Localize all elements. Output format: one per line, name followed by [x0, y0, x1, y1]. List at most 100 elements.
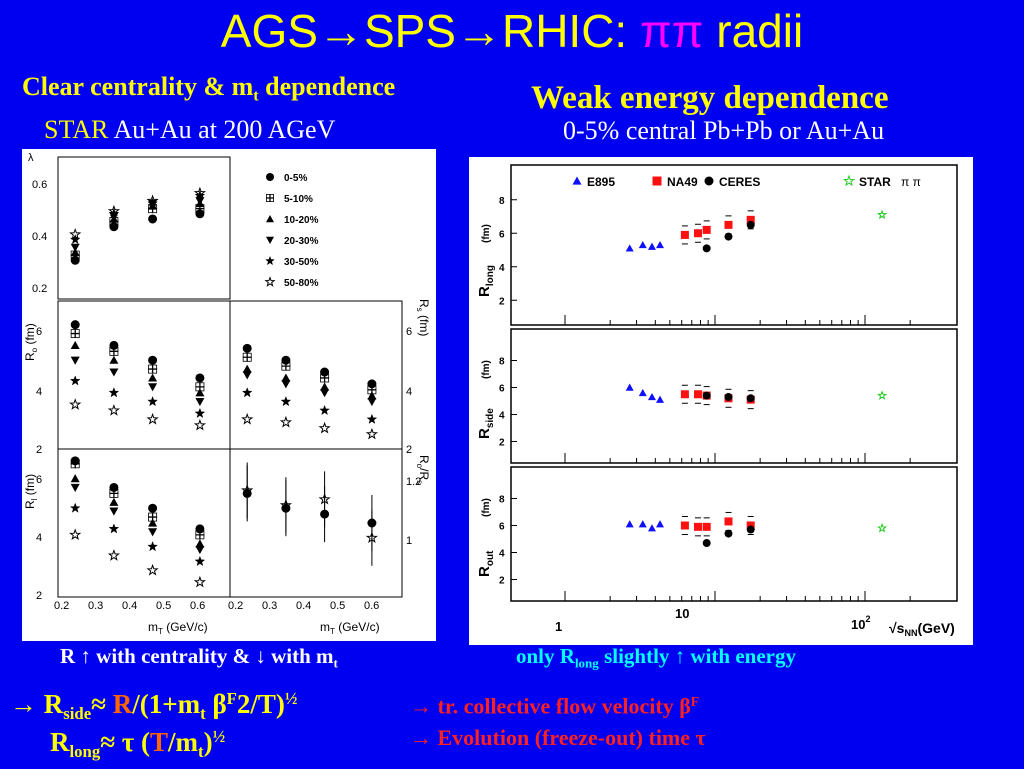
point-3050-1-0 — [69, 375, 81, 386]
point-510-2-0-box — [242, 352, 252, 362]
rtick-1-8: 8 — [499, 357, 505, 368]
point-3050-2-2 — [319, 404, 331, 416]
legend-label-2: 10-20% — [284, 215, 319, 226]
energy-data-marks — [625, 209, 888, 548]
legend-label-3: 20-30% — [284, 236, 319, 247]
point-NA49-2-4 — [746, 521, 755, 530]
ro-tick-1: 6 — [36, 326, 42, 338]
point-2030-3-3 — [195, 546, 205, 555]
rl-axis-label: Rl (fm) — [23, 474, 39, 509]
experiment-legend: E895 NA49 CERES STAR π π — [572, 174, 921, 189]
point-NA49-0-3 — [724, 220, 733, 229]
point-5080-4-1 — [279, 498, 292, 511]
point-510-3-0 — [70, 459, 80, 469]
point-1020-2-3 — [367, 391, 377, 400]
point-5080-1-2 — [146, 412, 159, 425]
rtick-1-4: 4 — [499, 411, 505, 422]
rtick-2-2: 2 — [499, 576, 505, 587]
point-CERES-1-1 — [724, 392, 733, 401]
xtick-r-3: 0.4 — [296, 600, 311, 612]
lambda-tick-1: 0.6 — [32, 179, 47, 191]
title-pi: ππ — [640, 5, 704, 57]
point-STAR-1-0 — [876, 390, 888, 400]
point-2030-1-2 — [148, 383, 158, 392]
rtick-0-8: 8 — [499, 196, 505, 207]
legend-marker-0 — [266, 173, 274, 181]
left-caption: R ↑ with centrality & ↓ with mt — [60, 644, 338, 671]
point-CERES-0-0 — [702, 244, 711, 253]
xtick-1: 1 — [555, 619, 562, 634]
point-5080-3-3 — [193, 575, 207, 588]
point-05-3-2 — [148, 503, 158, 513]
point-510-3-1-box — [109, 488, 119, 498]
point-5080-4-0 — [241, 484, 254, 496]
point-5080-4-3 — [365, 531, 379, 544]
point-510-1-1 — [109, 346, 119, 356]
point-510-3-0-box — [70, 459, 80, 469]
left-subheading: STAR Au+Au at 200 AGeV — [44, 115, 336, 144]
lambda-frame — [57, 156, 231, 300]
point-510-1-2-box — [148, 364, 158, 374]
time-note: → Evolution (freeze-out) time τ — [410, 725, 706, 750]
legend-label-NA49: NA49 — [667, 175, 698, 189]
legend-marker-2 — [266, 215, 274, 223]
xtick-r-4: 0.5 — [330, 600, 345, 612]
point-NA49-0-4 — [746, 215, 755, 224]
point-510-1-0-box — [70, 329, 80, 339]
xtick-l-3: 0.4 — [122, 600, 137, 612]
point-3050-1-2 — [147, 395, 158, 407]
point-CERES-2-0 — [702, 539, 711, 548]
point-1020-0-0 — [70, 248, 80, 257]
rout-unit: (fm) — [481, 498, 492, 517]
ro-tick-2: 4 — [36, 386, 42, 398]
point-2030-3-2 — [148, 528, 158, 537]
point-CERES-2-2 — [746, 525, 755, 534]
legend-marker-5 — [264, 276, 276, 287]
xtick-l-5: 0.6 — [190, 600, 205, 612]
point-1020-3-3 — [195, 539, 205, 548]
legend-label-CERES: CERES — [719, 175, 760, 189]
point-5080-2-2 — [318, 421, 331, 434]
point-NA49-1-1 — [693, 390, 702, 399]
lambda-tick-2: 0.4 — [32, 231, 47, 243]
legend-marker-3 — [266, 236, 274, 244]
xtick-r-2: 0.3 — [262, 600, 277, 612]
flow-note: → tr. collective flow velocity βF — [410, 693, 700, 719]
ratio-tick-2: 1 — [406, 535, 412, 547]
point-NA49-0-2 — [702, 225, 711, 234]
point-E895-1-1 — [638, 388, 647, 397]
rtick-0-2: 2 — [499, 296, 505, 307]
point-510-1-0 — [70, 329, 80, 339]
rtick-1-2: 2 — [499, 438, 505, 449]
point-05-0-3 — [195, 209, 205, 219]
title-prefix: AGS→SPS→RHIC: — [220, 5, 640, 57]
point-2030-1-3 — [195, 398, 205, 407]
point-E895-2-1 — [638, 520, 647, 528]
point-2030-2-3 — [367, 398, 377, 407]
point-05-0-1 — [109, 222, 119, 232]
point-E895-1-3 — [656, 395, 665, 403]
rside-axis-label: Rside — [476, 408, 496, 439]
legend-label-STAR: STAR — [859, 175, 891, 189]
rlong-formula: Rlong≈ τ (T/mt)½ — [50, 727, 226, 762]
point-E895-1-2 — [647, 392, 656, 401]
point-05-1-3 — [195, 373, 205, 383]
point-CERES-1-2 — [746, 394, 755, 403]
star-pi-label: π π — [901, 175, 921, 189]
rtick-0-6: 6 — [499, 229, 505, 240]
point-NA49-0-1 — [693, 229, 702, 238]
xlabel-right: mT (GeV/c) — [320, 620, 380, 636]
point-05-0-2 — [148, 214, 158, 224]
point-5080-2-1 — [279, 415, 292, 428]
point-5080-0-2 — [146, 194, 159, 207]
point-2030-2-2 — [320, 389, 330, 398]
point-2030-3-1 — [109, 507, 119, 516]
energy-plot-svg: Rlong (fm) Rside (fm) Rout (fm) 8 6 4 2 8 6 4 2… — [476, 164, 958, 638]
point-1020-3-0 — [70, 474, 80, 483]
point-3050-2-0 — [241, 387, 253, 398]
point-E895-2-3 — [656, 520, 665, 528]
rl-tick-1: 6 — [36, 474, 42, 486]
energy-xlabel: √sNN(GeV) — [889, 620, 955, 638]
point-510-2-2 — [320, 373, 330, 383]
rlong-unit: (fm) — [481, 224, 492, 243]
